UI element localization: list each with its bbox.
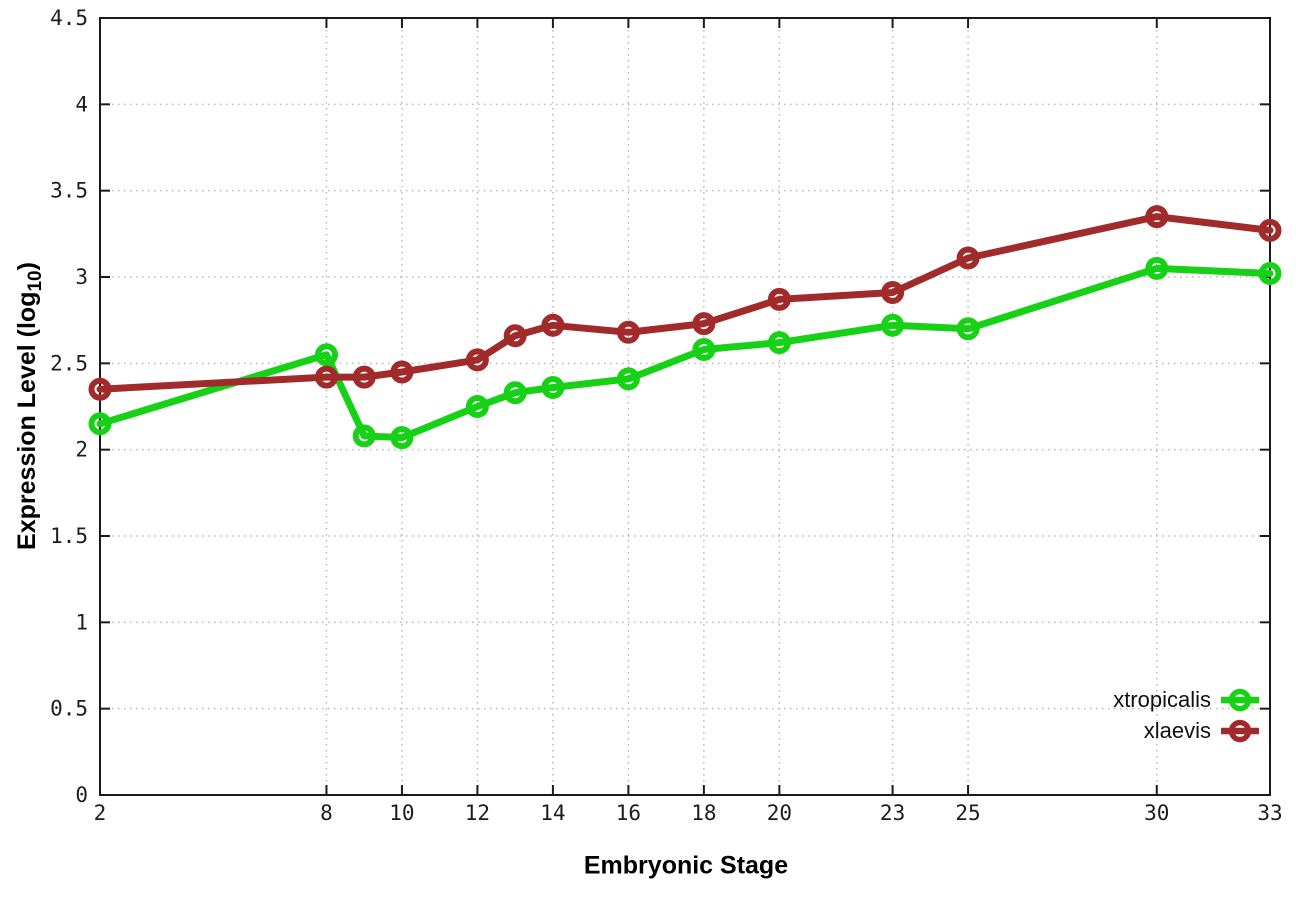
- data-point-xlaevis-10: [390, 360, 414, 384]
- x-tick-label-18: 18: [691, 801, 716, 825]
- y-tick-labels: 0 0.5 1 1.5 2 2.5 3 3.5 4 4.5: [50, 6, 88, 807]
- data-point-xlaevis-33: [1258, 218, 1282, 242]
- x-axis-title: Embryonic Stage: [583, 851, 789, 880]
- y-axis-title-subscript: 10: [25, 270, 46, 292]
- y-tick-label-1.5: 1.5: [50, 524, 88, 548]
- series-line-xtropicalis: [96, 264, 1274, 442]
- y-tick-label-3.5: 3.5: [50, 179, 88, 203]
- series-xlaevis: [88, 205, 1282, 401]
- data-point-xtropicalis-2: [88, 412, 112, 436]
- data-point-xtropicalis-30: [1145, 256, 1169, 280]
- data-point-xtropicalis-13: [503, 381, 527, 405]
- data-point-xlaevis-9: [352, 365, 376, 389]
- x-tick-label-14: 14: [540, 801, 565, 825]
- gridlines: [100, 18, 1270, 795]
- legend-label-xlaevis: xlaevis: [1143, 718, 1211, 743]
- data-point-xtropicalis-33: [1258, 262, 1282, 285]
- x-tick-label-16: 16: [616, 801, 641, 825]
- data-point-xlaevis-2: [88, 377, 112, 401]
- x-tick-label-8: 8: [320, 801, 333, 825]
- y-axis-title-close: ): [13, 262, 41, 271]
- legend: xtropicalis xlaevis: [1113, 687, 1260, 744]
- data-point-xlaevis-14: [541, 313, 565, 337]
- x-tick-label-10: 10: [389, 801, 414, 825]
- legend-label-xtropicalis: xtropicalis: [1113, 687, 1211, 712]
- data-point-xtropicalis-12: [465, 395, 489, 418]
- data-point-xlaevis-12: [465, 348, 489, 372]
- data-point-xtropicalis-10: [390, 426, 414, 450]
- x-tick-label-30: 30: [1144, 801, 1169, 825]
- series-xtropicalis: [88, 256, 1282, 450]
- x-tick-label-20: 20: [767, 801, 792, 825]
- data-point-xtropicalis-18: [692, 338, 716, 361]
- x-tick-label-25: 25: [955, 801, 980, 825]
- data-point-xlaevis-20: [767, 287, 791, 311]
- y-tick-label-2.5: 2.5: [50, 351, 88, 375]
- y-tick-label-1: 1: [75, 610, 88, 634]
- data-point-xlaevis-25: [956, 246, 980, 270]
- data-point-xtropicalis-16: [616, 367, 640, 391]
- data-point-xlaevis-8: [315, 365, 338, 389]
- data-point-xlaevis-18: [692, 312, 716, 336]
- legend-entry-xlaevis: xlaevis: [1144, 718, 1260, 744]
- data-point-xlaevis-16: [616, 320, 640, 344]
- x-tick-label-2: 2: [94, 801, 107, 825]
- y-tick-label-0.5: 0.5: [50, 697, 88, 721]
- data-point-xlaevis-23: [881, 281, 905, 304]
- x-tick-label-23: 23: [880, 801, 905, 825]
- data-point-xtropicalis-8: [315, 343, 338, 367]
- y-tick-label-4.5: 4.5: [50, 6, 88, 30]
- data-point-xtropicalis-20: [767, 331, 791, 355]
- x-tick-label-33: 33: [1257, 801, 1282, 825]
- x-tick-labels: 2 8 10 12 14 16 18 20 23 25 30 33: [94, 801, 1283, 825]
- y-tick-label-2: 2: [75, 438, 88, 462]
- data-point-xlaevis-30: [1145, 205, 1169, 229]
- legend-sample-xlaevis-icon: [1221, 719, 1259, 743]
- data-point-xtropicalis-25: [956, 317, 980, 341]
- y-tick-label-0: 0: [75, 783, 88, 807]
- data-point-xtropicalis-14: [541, 376, 565, 399]
- tick-marks: [99, 17, 1271, 796]
- data-point-xlaevis-13: [503, 324, 527, 348]
- data-point-xtropicalis-9: [352, 424, 376, 448]
- y-axis-title: Expression Level (log10): [13, 262, 47, 550]
- y-tick-label-4: 4: [75, 92, 88, 116]
- y-axis-title-text: Expression Level (log: [13, 291, 41, 550]
- plot-border: [99, 17, 1271, 796]
- legend-sample-xtropicalis-icon: [1221, 688, 1259, 712]
- legend-entry-xtropicalis: xtropicalis: [1113, 687, 1260, 713]
- y-tick-label-3: 3: [75, 265, 88, 289]
- x-tick-label-12: 12: [465, 801, 490, 825]
- data-point-xtropicalis-23: [881, 313, 905, 337]
